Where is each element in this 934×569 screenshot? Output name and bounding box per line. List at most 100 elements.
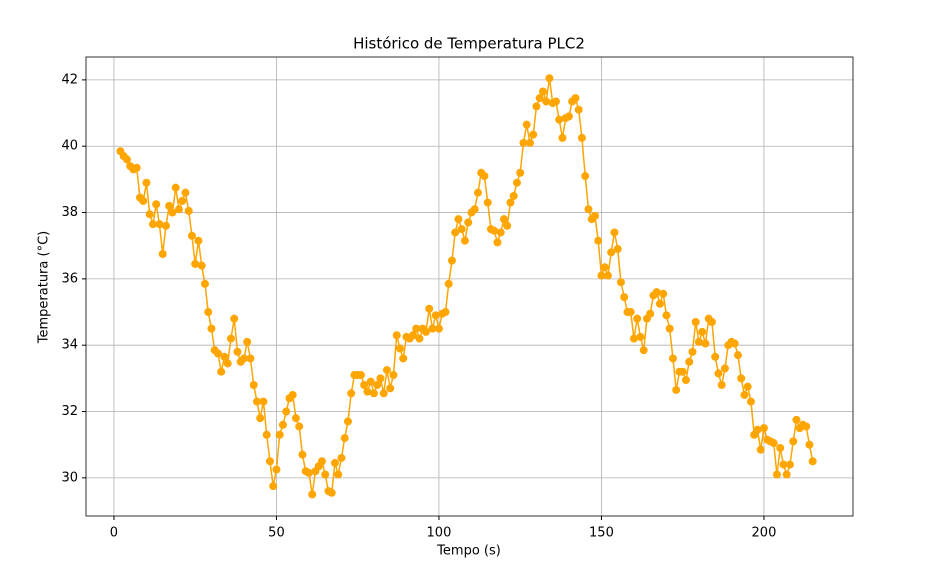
marker bbox=[782, 470, 791, 479]
marker bbox=[165, 201, 174, 210]
marker bbox=[743, 382, 752, 391]
marker bbox=[460, 236, 469, 245]
marker bbox=[347, 389, 356, 398]
marker bbox=[178, 196, 187, 205]
marker bbox=[275, 430, 284, 439]
marker bbox=[564, 112, 573, 121]
marker bbox=[171, 183, 180, 192]
marker bbox=[451, 228, 460, 237]
marker bbox=[701, 339, 710, 348]
x-tick-label: 0 bbox=[110, 526, 118, 541]
marker bbox=[746, 397, 755, 406]
marker bbox=[772, 470, 781, 479]
marker bbox=[473, 188, 482, 197]
marker bbox=[291, 414, 300, 423]
y-tick-label: 38 bbox=[61, 205, 78, 220]
marker bbox=[431, 311, 440, 320]
marker bbox=[356, 371, 365, 380]
marker bbox=[802, 422, 811, 431]
marker bbox=[181, 188, 190, 197]
marker bbox=[636, 332, 645, 341]
marker bbox=[454, 215, 463, 224]
marker bbox=[187, 231, 196, 240]
y-tick-label: 32 bbox=[61, 404, 78, 419]
x-tick-label: 100 bbox=[427, 526, 452, 541]
marker bbox=[330, 458, 339, 467]
marker bbox=[590, 211, 599, 220]
x-tick-label: 150 bbox=[589, 526, 614, 541]
marker bbox=[298, 450, 307, 459]
marker bbox=[506, 198, 515, 207]
marker bbox=[184, 206, 193, 215]
y-tick-label: 40 bbox=[61, 139, 78, 154]
marker bbox=[295, 422, 304, 431]
marker bbox=[249, 380, 258, 389]
marker bbox=[308, 490, 317, 499]
marker bbox=[600, 263, 609, 272]
marker bbox=[688, 347, 697, 356]
marker bbox=[304, 468, 313, 477]
marker bbox=[662, 311, 671, 320]
marker bbox=[174, 205, 183, 214]
marker bbox=[340, 434, 349, 443]
marker bbox=[594, 236, 603, 245]
marker bbox=[145, 210, 154, 219]
marker bbox=[808, 457, 817, 466]
marker bbox=[789, 437, 798, 446]
marker bbox=[321, 470, 330, 479]
marker bbox=[282, 407, 291, 416]
marker bbox=[577, 133, 586, 142]
plot-frame bbox=[85, 56, 854, 517]
marker bbox=[204, 308, 213, 317]
marker bbox=[415, 334, 424, 343]
marker bbox=[535, 94, 544, 103]
marker bbox=[532, 102, 541, 111]
marker bbox=[272, 465, 281, 474]
marker bbox=[503, 221, 512, 230]
marker bbox=[571, 94, 580, 103]
marker bbox=[607, 248, 616, 257]
marker bbox=[480, 172, 489, 181]
marker bbox=[408, 331, 417, 340]
marker bbox=[207, 324, 216, 333]
marker bbox=[252, 397, 261, 406]
marker bbox=[620, 293, 629, 302]
marker bbox=[646, 309, 655, 318]
marker bbox=[529, 130, 538, 139]
marker bbox=[230, 314, 239, 323]
marker bbox=[233, 347, 242, 356]
marker bbox=[668, 354, 677, 363]
marker bbox=[597, 271, 606, 280]
marker bbox=[490, 226, 499, 235]
marker bbox=[386, 384, 395, 393]
y-tick-label: 36 bbox=[61, 271, 78, 286]
marker bbox=[343, 417, 352, 426]
marker bbox=[616, 278, 625, 287]
marker bbox=[223, 359, 232, 368]
marker bbox=[665, 324, 674, 333]
marker bbox=[246, 354, 255, 363]
marker bbox=[288, 390, 297, 399]
marker bbox=[366, 377, 375, 386]
marker bbox=[376, 374, 385, 383]
marker bbox=[132, 163, 141, 172]
marker bbox=[152, 200, 161, 209]
marker bbox=[779, 460, 788, 469]
y-tick-label: 30 bbox=[61, 470, 78, 485]
marker bbox=[733, 351, 742, 360]
marker bbox=[805, 440, 814, 449]
marker bbox=[213, 349, 222, 358]
marker bbox=[545, 74, 554, 83]
marker bbox=[538, 87, 547, 96]
marker bbox=[239, 354, 248, 363]
marker bbox=[122, 155, 131, 164]
marker bbox=[678, 367, 687, 376]
marker bbox=[457, 225, 466, 234]
marker bbox=[197, 261, 206, 270]
marker bbox=[369, 389, 378, 398]
marker bbox=[698, 327, 707, 336]
marker bbox=[769, 439, 778, 448]
marker bbox=[626, 308, 635, 317]
marker bbox=[691, 317, 700, 326]
